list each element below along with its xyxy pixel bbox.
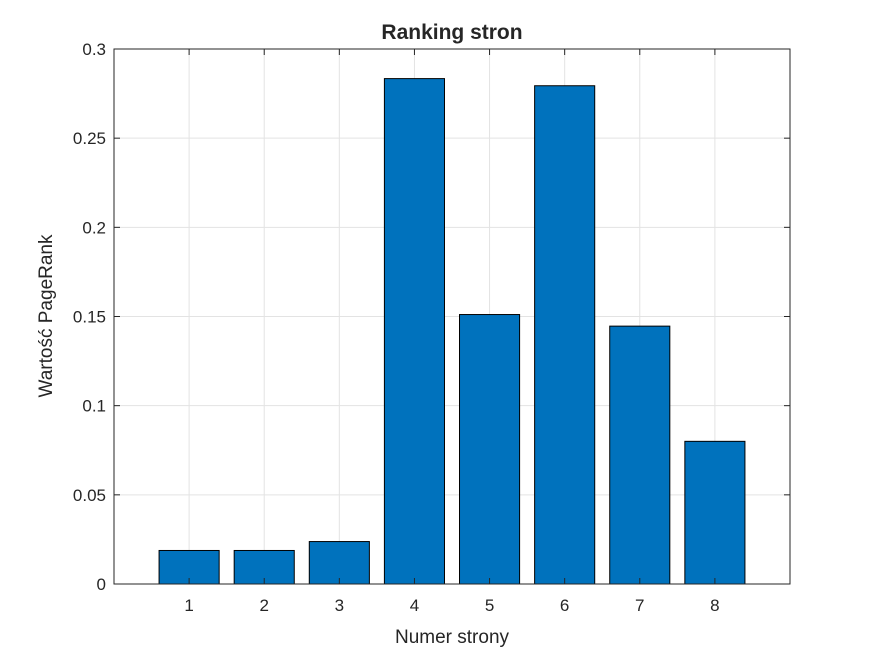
y-tick-label: 0.15 (73, 308, 106, 327)
y-axis-label: Wartość PageRank (36, 234, 57, 397)
x-tick-labels: 1 2 3 4 5 6 7 8 (184, 596, 719, 615)
bar-3 (308, 541, 370, 585)
x-tick-label: 3 (335, 596, 344, 615)
bar-6 (534, 85, 596, 585)
y-tick-label: 0.3 (82, 40, 106, 59)
bar-7 (609, 325, 671, 585)
y-tick-labels: 0 0.05 0.1 0.15 0.2 0.25 0.3 (73, 40, 106, 594)
bar-4 (383, 78, 445, 585)
y-tick-label: 0.2 (82, 218, 106, 237)
y-tick-label: 0.1 (82, 397, 106, 416)
x-tick-label: 7 (635, 596, 644, 615)
bar-5 (459, 314, 521, 585)
y-tick-label: 0.25 (73, 129, 106, 148)
x-tick-label: 4 (410, 596, 419, 615)
y-tick-label: 0.05 (73, 486, 106, 505)
x-tick-label: 8 (710, 596, 719, 615)
x-tick-label: 2 (259, 596, 268, 615)
x-tick-label: 6 (560, 596, 569, 615)
bar-8 (684, 440, 746, 585)
ticks (114, 48, 790, 585)
y-tick-label: 0 (97, 575, 106, 594)
x-tick-label: 1 (184, 596, 193, 615)
chart-title: Ranking stron (381, 21, 522, 44)
x-axis-label: Numer strony (395, 627, 510, 648)
x-tick-label: 5 (485, 596, 494, 615)
